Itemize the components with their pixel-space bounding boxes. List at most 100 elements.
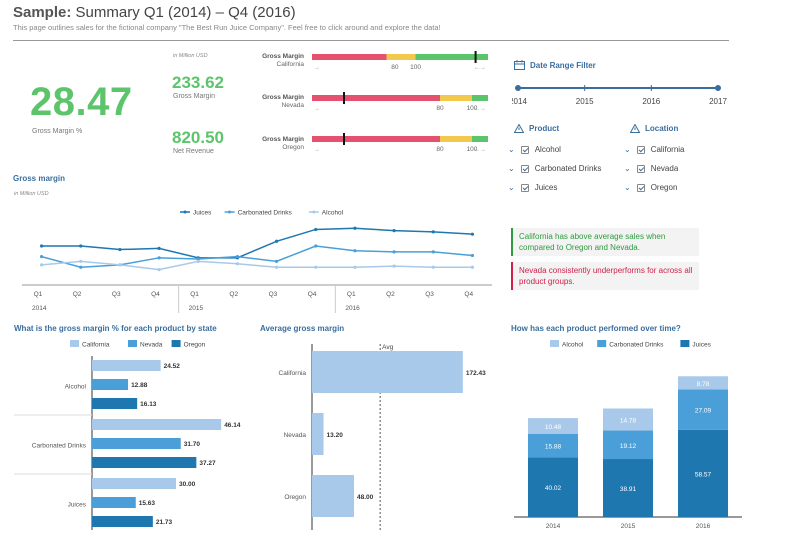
checkbox-california[interactable] (636, 145, 645, 154)
line-point (431, 250, 435, 254)
stack-legend-swatch (680, 340, 690, 347)
checkbox-nevada[interactable] (636, 164, 645, 173)
kpi-gross-margin-pct-label: Gross Margin % (32, 128, 83, 135)
kpi-gross-margin-label: Gross Margin (173, 93, 216, 100)
line-legend-label: Carbonated Drinks (238, 210, 293, 217)
line-x-tick-label: Q3 (269, 291, 278, 298)
page-subtitle: This page outlines sales for the fiction… (13, 23, 441, 32)
line-x-tick-label: Q3 (425, 291, 434, 298)
product-filter-item[interactable]: ⌄ Juices (508, 183, 558, 192)
kpi-net-revenue-value: 820.50 (172, 128, 224, 147)
product-filter-item[interactable]: ⌄ Carbonated Drinks (508, 164, 602, 173)
bullet-red-band (312, 54, 387, 60)
stack-segment (528, 418, 578, 434)
bullet-yellow-band (386, 54, 416, 60)
line-point (274, 259, 279, 263)
date-range-slider[interactable]: 2014 2015 2016 2017 (512, 80, 727, 108)
bullet-yellow-band (440, 95, 472, 101)
bullet-left-arrow: → (314, 106, 320, 112)
avg-bar (312, 351, 463, 393)
checkbox-carbonated-drinks[interactable] (520, 164, 529, 173)
insight-california: California has above average sales when … (511, 228, 699, 256)
avg-bar (312, 413, 324, 455)
date-filter-title: Date Range Filter (530, 60, 596, 70)
hbar-legend-label: Nevada (140, 342, 163, 349)
header-divider (13, 40, 729, 41)
gross-margin-by-state-chart: California Nevada Oregon Alcohol 24.52 12.88 1… (14, 340, 241, 530)
line-legend-label: Juices (193, 210, 212, 217)
line-point (79, 244, 83, 248)
line-x-tick-label: Q2 (73, 291, 82, 298)
bullet-tick-label: 80 (436, 105, 444, 112)
line-point (353, 265, 357, 269)
location-filter-item[interactable]: ⌄ California (624, 145, 685, 154)
bullet-label-oregon: Gross Margin Oregon (262, 136, 304, 151)
line-year-label: 2016 (345, 305, 360, 312)
stack-x-tick-label: 2015 (621, 523, 636, 530)
hbar-bar (92, 360, 161, 371)
checkbox-juices[interactable] (520, 183, 529, 192)
location-filter-icon (630, 124, 640, 133)
line-point (118, 263, 122, 267)
line-legend-marker (183, 210, 187, 214)
hbar-legend-swatch (171, 340, 181, 347)
stack-value-label: 15.88 (545, 444, 562, 451)
stack-segment (678, 376, 728, 390)
chevron-down-icon: ⌄ (624, 164, 631, 173)
checkbox-oregon[interactable] (636, 183, 645, 192)
line-x-tick-label: Q4 (308, 291, 317, 298)
stack-segment (603, 459, 653, 517)
line-point (431, 230, 435, 234)
hbar-bar (92, 438, 181, 449)
state-bar-chart-title: What is the gross margin % for each prod… (14, 324, 217, 333)
location-filter-item[interactable]: ⌄ Nevada (624, 164, 679, 173)
date-slider-year-label: 2017 (709, 97, 727, 106)
bullet-red-band (312, 136, 440, 142)
location-filter-item[interactable]: ⌄ Oregon (624, 183, 678, 192)
chevron-down-icon: ⌄ (508, 145, 515, 154)
bullet-tick-label: 80 (436, 146, 444, 153)
bullet-red-band (312, 95, 440, 101)
stack-value-label: 19.12 (620, 443, 637, 450)
line-point (79, 259, 83, 263)
location-filter-title: Location (645, 124, 679, 133)
line-point (353, 226, 357, 230)
avg-value-label: 48.00 (357, 494, 374, 501)
line-point (39, 255, 44, 259)
stack-segment (528, 433, 578, 458)
line-point (39, 263, 44, 267)
line-point (392, 264, 396, 268)
hbar-bar (92, 497, 136, 508)
bullet-right-arrow: ←→ (474, 65, 486, 71)
bullet-marker (343, 133, 345, 145)
line-point (470, 265, 475, 269)
hbar-bar (92, 419, 222, 430)
line-series-juices (41, 227, 473, 259)
stack-x-tick-label: 2014 (546, 523, 561, 530)
line-point (79, 265, 83, 269)
avg-bar (312, 475, 354, 517)
stack-value-label: 40.02 (545, 485, 562, 492)
line-x-tick-label: Q2 (386, 291, 395, 298)
line-point (157, 256, 161, 260)
date-filter-icon (514, 60, 525, 70)
checkbox-alcohol[interactable] (520, 145, 529, 154)
line-point (157, 268, 161, 272)
line-x-tick-label: Q3 (112, 291, 121, 298)
product-filter-title: Product (529, 124, 560, 133)
avg-category-label: California (279, 370, 307, 377)
line-point (274, 239, 279, 243)
product-filter-item[interactable]: ⌄ Alcohol (508, 145, 561, 154)
line-point (470, 232, 475, 236)
line-year-label: 2015 (189, 305, 204, 312)
avg-reference-label: Avg (382, 344, 393, 351)
avg-value-label: 172.43 (466, 370, 486, 377)
bullet-green-band (472, 136, 488, 142)
page-title: Sample: Summary Q1 (2014) – Q4 (2016) (13, 4, 296, 21)
date-range-filter-header: Date Range Filter (514, 60, 596, 70)
stack-x-tick-label: 2016 (696, 523, 711, 530)
line-point (274, 265, 279, 269)
line-legend-marker (228, 210, 232, 214)
line-legend-label: Alcohol (322, 210, 344, 217)
stack-value-label: 10.48 (545, 424, 562, 431)
